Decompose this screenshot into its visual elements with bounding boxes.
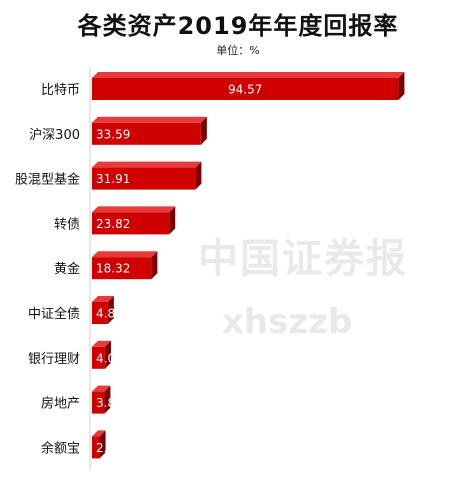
value-label: 4.00 bbox=[96, 351, 123, 365]
bar-side bbox=[104, 385, 111, 414]
bar-top bbox=[92, 296, 114, 302]
value-label: 33.59 bbox=[96, 127, 130, 141]
bar-front bbox=[92, 346, 105, 369]
bar bbox=[92, 161, 202, 190]
bar bbox=[92, 206, 176, 235]
bar-top bbox=[92, 206, 176, 213]
bar-top bbox=[92, 72, 405, 78]
category-label: 银行理财 bbox=[28, 352, 80, 367]
category-label: 股混型基金 bbox=[15, 172, 80, 188]
bar bbox=[92, 296, 114, 324]
chart-title: 各类资产2019年年度回报率 bbox=[77, 12, 399, 40]
bar bbox=[92, 340, 111, 369]
bar-top bbox=[92, 430, 106, 437]
value-label: 23.82 bbox=[96, 217, 130, 231]
bar-side bbox=[398, 72, 405, 100]
bar-top bbox=[92, 116, 207, 123]
category-label: 转债 bbox=[54, 217, 80, 232]
bar bbox=[92, 251, 158, 280]
bar-top bbox=[92, 161, 202, 168]
bar-top bbox=[92, 385, 111, 392]
bar-top bbox=[92, 340, 111, 347]
bar-front bbox=[92, 257, 152, 280]
bar-front bbox=[92, 391, 105, 414]
bar-side bbox=[99, 430, 106, 459]
bar-top bbox=[92, 251, 158, 258]
bar-front bbox=[92, 302, 108, 324]
value-label: 3.83 bbox=[96, 396, 123, 410]
value-label: 94.57 bbox=[228, 83, 262, 97]
value-label: 4.89 bbox=[96, 307, 123, 321]
bar-front bbox=[92, 436, 100, 459]
value-label: 2.33 bbox=[96, 441, 123, 455]
bar bbox=[92, 116, 207, 145]
bar-side bbox=[107, 296, 114, 324]
category-label: 黄金 bbox=[54, 261, 80, 277]
bar-front bbox=[92, 78, 399, 100]
value-label: 31.91 bbox=[96, 172, 130, 186]
bar-front bbox=[92, 212, 170, 235]
bar bbox=[92, 72, 405, 100]
bar-front bbox=[92, 167, 196, 190]
chart-subtitle: 单位：% bbox=[216, 44, 260, 57]
bar bbox=[92, 385, 111, 414]
category-label: 房地产 bbox=[41, 396, 80, 412]
category-label: 沪深300 bbox=[29, 127, 80, 143]
category-label: 中证全债 bbox=[28, 306, 80, 322]
bar-side bbox=[104, 340, 111, 369]
bar-side bbox=[169, 206, 176, 235]
bar-side bbox=[200, 116, 207, 145]
bar-side bbox=[151, 251, 158, 280]
category-label: 余额宝 bbox=[41, 440, 80, 456]
bar-front bbox=[92, 122, 201, 145]
value-label: 18.32 bbox=[96, 262, 130, 276]
category-label: 比特币 bbox=[41, 83, 80, 98]
bar bbox=[92, 430, 106, 459]
bar-side bbox=[195, 161, 202, 190]
